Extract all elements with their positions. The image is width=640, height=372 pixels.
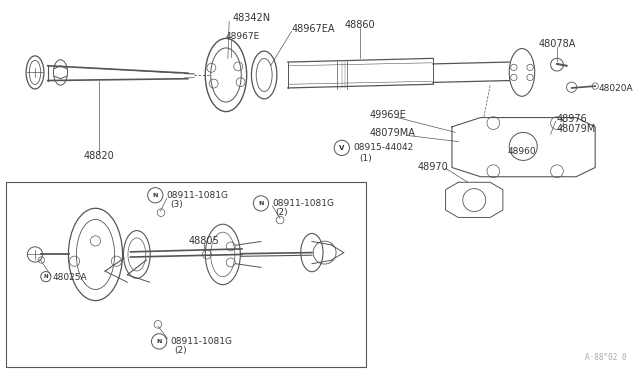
Text: 48967E: 48967E xyxy=(226,32,260,41)
Circle shape xyxy=(152,334,167,349)
Text: 48079MA: 48079MA xyxy=(369,128,415,138)
Text: (2): (2) xyxy=(276,208,288,217)
Text: 08915-44042: 08915-44042 xyxy=(353,143,413,153)
Text: N: N xyxy=(44,274,48,279)
Text: N: N xyxy=(152,193,158,198)
Text: 48342N: 48342N xyxy=(232,13,271,23)
Text: 48960: 48960 xyxy=(508,147,536,157)
Text: 08911-1081G: 08911-1081G xyxy=(167,191,228,200)
Text: N: N xyxy=(259,201,264,206)
Text: 48805: 48805 xyxy=(188,236,219,246)
Text: 08911-1081G: 08911-1081G xyxy=(171,337,232,346)
Text: (3): (3) xyxy=(170,200,182,209)
Text: 48860: 48860 xyxy=(344,20,375,31)
Text: V: V xyxy=(339,145,344,151)
Text: A·88°02 0: A·88°02 0 xyxy=(586,353,627,362)
Text: N: N xyxy=(156,339,162,344)
Text: 48976: 48976 xyxy=(557,115,588,124)
Text: 48078A: 48078A xyxy=(538,39,575,49)
Text: 08911-1081G: 08911-1081G xyxy=(273,199,335,208)
Circle shape xyxy=(253,196,269,211)
Circle shape xyxy=(148,187,163,203)
Text: 49969E: 49969E xyxy=(369,110,406,119)
Circle shape xyxy=(41,272,51,282)
Text: 48967EA: 48967EA xyxy=(292,24,335,34)
Text: 48970: 48970 xyxy=(417,162,448,172)
Text: 48020A: 48020A xyxy=(598,84,633,93)
Text: (1): (1) xyxy=(360,154,372,163)
Text: 48079M: 48079M xyxy=(557,124,596,134)
Bar xyxy=(6,182,366,367)
Text: 48025A: 48025A xyxy=(53,273,88,282)
Text: 48820: 48820 xyxy=(83,151,114,161)
Text: (2): (2) xyxy=(174,346,186,355)
